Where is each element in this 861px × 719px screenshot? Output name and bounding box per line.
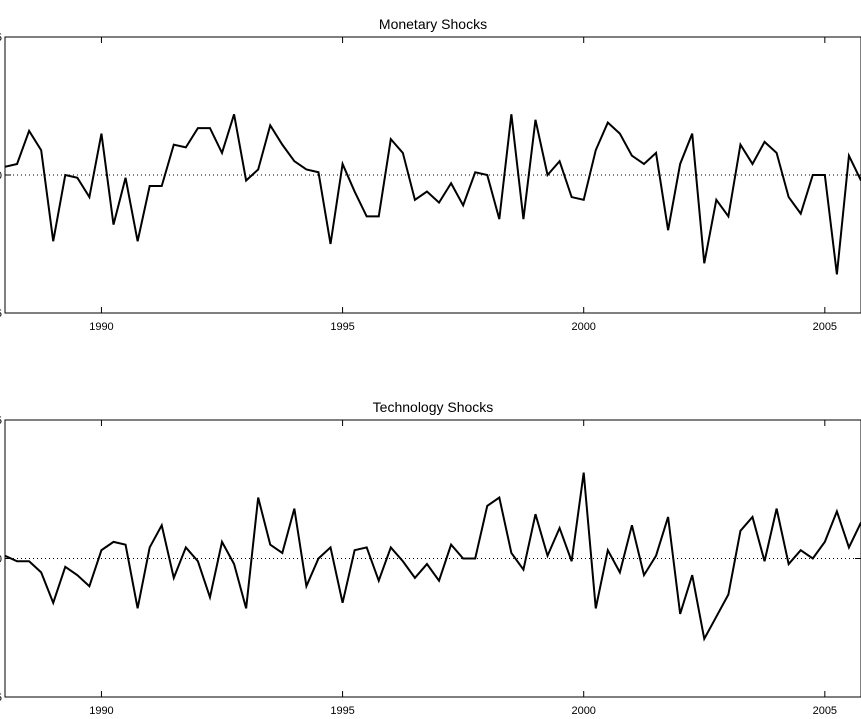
panel-monetary-shocks: 1990 1995 2000 2005 -5 0 5 Monetary Shocks bbox=[0, 16, 861, 333]
x-tick-label: 1995 bbox=[330, 321, 354, 333]
x-tick-label: 1990 bbox=[89, 321, 113, 333]
x-tick-label: 2005 bbox=[813, 705, 837, 717]
y-tick-label: 0 bbox=[0, 170, 2, 182]
y-tick-label: -5 bbox=[0, 308, 2, 320]
y-tick-label: 5 bbox=[0, 32, 2, 44]
y-tick-label: 5 bbox=[0, 415, 2, 427]
panel-technology-shocks: 1990 1995 2000 2005 -5 0 5 Technology Shocks bbox=[0, 399, 861, 717]
series-line bbox=[5, 113, 861, 275]
chart-title: Monetary Shocks bbox=[379, 16, 487, 32]
x-tick-label: 2005 bbox=[813, 321, 837, 333]
x-tick-label: 1990 bbox=[89, 705, 113, 717]
x-tick-label: 2000 bbox=[571, 705, 595, 717]
chart-title: Technology Shocks bbox=[373, 399, 494, 415]
y-tick-label: -5 bbox=[0, 692, 2, 704]
series-line bbox=[5, 472, 861, 642]
x-tick-label: 1995 bbox=[330, 705, 354, 717]
y-tick-label: 0 bbox=[0, 554, 2, 566]
x-tick-label: 2000 bbox=[571, 321, 595, 333]
